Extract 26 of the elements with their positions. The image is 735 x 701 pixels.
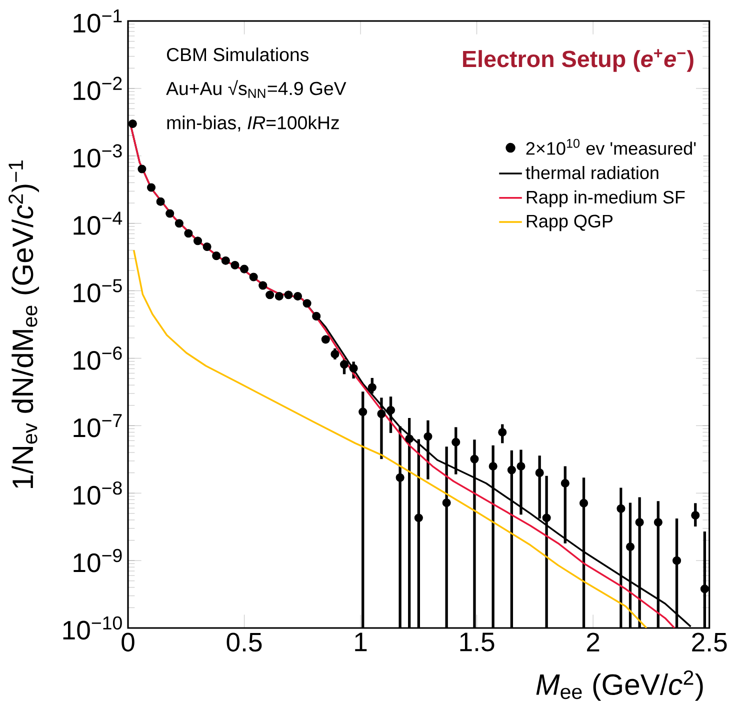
legend-label: Rapp in-medium SF	[526, 190, 685, 208]
y-tick-label: 10$^{−7}$	[74, 414, 122, 438]
x-tick-label: 0.5	[226, 632, 262, 652]
y-tick-label: 10$^{−1}$	[74, 9, 122, 33]
annotation: CBM Simulations	[167, 48, 308, 62]
y-tick-label: 10$^{−8}$	[74, 481, 122, 505]
x-tick-label: 0	[122, 632, 134, 652]
y-tick-label: 10$^{−2}$	[74, 76, 122, 100]
y-tick-label: 10$^{−5}$	[74, 279, 122, 302]
legend-label: thermal radiation	[526, 166, 658, 180]
annotation: min-bias, IR=100kHz	[167, 116, 339, 132]
legend-label: Rapp QGP	[526, 214, 613, 232]
y-tick-label: 10$^{−3}$	[74, 144, 122, 168]
x-axis-title: M$_{ee}$ (GeV/c$^{2}$)	[536, 670, 703, 701]
y-tick-label: 10$^{−10}$	[63, 616, 122, 640]
annotation: Electron Setup (e$^{+}$e$^{−}$)	[463, 49, 694, 72]
x-tick-label: 2	[586, 632, 600, 652]
y-tick-label: 10$^{−9}$	[74, 548, 122, 572]
x-tick-label: 2.5	[692, 632, 727, 652]
x-tick-label: 1	[355, 632, 367, 652]
text: 1/N$_{ev}$ dN/dM$_{ee}$ (GeV/c$^{2}$)$^{−1}$	[8, 160, 39, 488]
y-tick-label: 10$^{−6}$	[74, 346, 122, 370]
annotation: Au+Au √s$_{NN}$=4.9 GeV	[166, 80, 346, 98]
y-tick-label: 10$^{−4}$	[74, 212, 122, 235]
legend-label: 2×10$^{10}$ ev 'measured'	[526, 138, 696, 155]
x-tick-label: 1.5	[460, 632, 494, 652]
